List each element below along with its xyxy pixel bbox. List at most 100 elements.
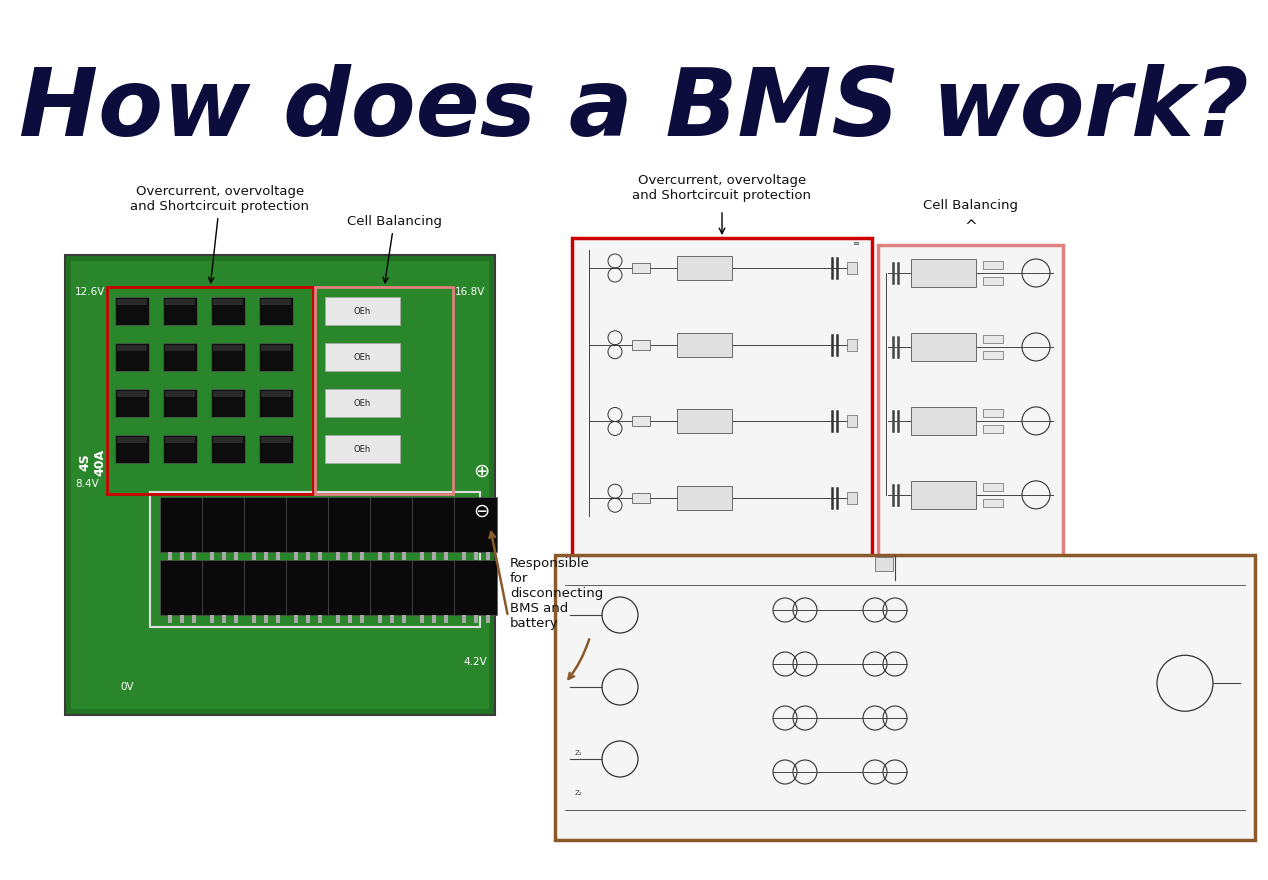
Text: Z₁: Z₁	[574, 750, 582, 756]
Bar	[191, 552, 197, 560]
Bar	[165, 391, 195, 397]
Bar	[420, 552, 424, 560]
Bar	[677, 256, 732, 280]
Text: Overcurrent, overvoltage
and Shortcircuit protection: Overcurrent, overvoltage and Shortcircui…	[633, 174, 812, 202]
Bar	[261, 391, 290, 397]
Bar	[252, 552, 256, 560]
Text: Responsible
for
disconnecting
BMS and
battery: Responsible for disconnecting BMS and ba…	[510, 556, 604, 629]
Bar	[983, 409, 1003, 417]
Text: 12.6V: 12.6V	[75, 287, 105, 297]
Bar	[243, 496, 287, 552]
Bar	[210, 343, 245, 371]
Bar	[875, 557, 893, 571]
Bar	[631, 263, 650, 273]
Bar	[287, 560, 328, 614]
Bar	[910, 333, 976, 361]
Bar	[115, 297, 150, 325]
Bar	[572, 238, 872, 568]
Bar	[287, 496, 328, 552]
Bar	[164, 389, 197, 417]
Bar	[213, 345, 243, 351]
Text: 4S
40A: 4S 40A	[79, 449, 107, 475]
Bar	[347, 614, 353, 622]
Bar	[444, 614, 448, 622]
Bar	[391, 552, 394, 560]
Bar	[444, 552, 448, 560]
Bar	[306, 552, 309, 560]
Bar	[117, 391, 147, 397]
Bar	[326, 435, 401, 463]
Bar	[150, 492, 481, 627]
Text: Cell Balancing: Cell Balancing	[346, 215, 441, 282]
Bar	[213, 437, 243, 443]
Bar	[165, 345, 195, 351]
Bar	[326, 297, 401, 325]
Bar	[336, 614, 340, 622]
Bar	[164, 297, 197, 325]
Bar	[276, 614, 280, 622]
Bar	[316, 287, 453, 494]
Bar	[259, 435, 293, 463]
Bar	[847, 339, 857, 351]
Bar	[259, 343, 293, 371]
Bar	[360, 552, 364, 560]
Bar	[474, 552, 478, 560]
Bar	[412, 560, 455, 614]
Bar	[402, 614, 406, 622]
Bar	[261, 345, 290, 351]
Bar	[318, 552, 322, 560]
Bar	[294, 552, 298, 560]
Bar	[264, 614, 268, 622]
Bar	[210, 389, 245, 417]
Bar	[160, 496, 203, 552]
Bar	[115, 389, 150, 417]
Bar	[164, 435, 197, 463]
Bar	[412, 496, 455, 552]
Bar	[631, 340, 650, 349]
Bar	[486, 552, 489, 560]
Text: 0V: 0V	[120, 682, 133, 692]
Bar	[462, 552, 467, 560]
Text: Overcurrent, overvoltage
and Shortcircuit protection: Overcurrent, overvoltage and Shortcircui…	[131, 185, 309, 282]
Bar	[243, 560, 287, 614]
Bar	[454, 560, 497, 614]
Bar	[454, 496, 497, 552]
Bar	[259, 297, 293, 325]
Bar	[210, 552, 214, 560]
Bar	[213, 391, 243, 397]
Bar	[336, 552, 340, 560]
Bar	[180, 552, 184, 560]
Text: OEh: OEh	[354, 353, 372, 362]
Bar	[420, 614, 424, 622]
Bar	[391, 614, 394, 622]
Bar	[210, 435, 245, 463]
Bar	[202, 496, 245, 552]
Bar	[326, 389, 401, 417]
Text: ⊕: ⊕	[473, 462, 489, 480]
Bar	[210, 614, 214, 622]
Bar	[65, 255, 495, 715]
Bar	[677, 409, 732, 434]
Text: How does a BMS work?: How does a BMS work?	[19, 64, 1249, 156]
Bar	[462, 614, 467, 622]
Bar	[877, 245, 1063, 563]
Bar	[847, 492, 857, 504]
Bar	[631, 493, 650, 503]
Text: ⊖: ⊖	[473, 502, 489, 521]
Bar	[677, 487, 732, 510]
Text: OEh: OEh	[354, 306, 372, 316]
Bar	[347, 552, 353, 560]
Bar	[910, 259, 976, 287]
Bar	[432, 614, 436, 622]
Bar	[983, 499, 1003, 507]
Bar	[107, 287, 313, 494]
Bar	[983, 261, 1003, 269]
Bar	[210, 297, 245, 325]
Bar	[378, 552, 382, 560]
Bar	[555, 555, 1255, 840]
Bar	[259, 389, 293, 417]
Text: 4.2V: 4.2V	[463, 657, 487, 667]
Bar	[360, 614, 364, 622]
Text: Cell Balancing: Cell Balancing	[923, 199, 1018, 211]
Bar	[402, 552, 406, 560]
